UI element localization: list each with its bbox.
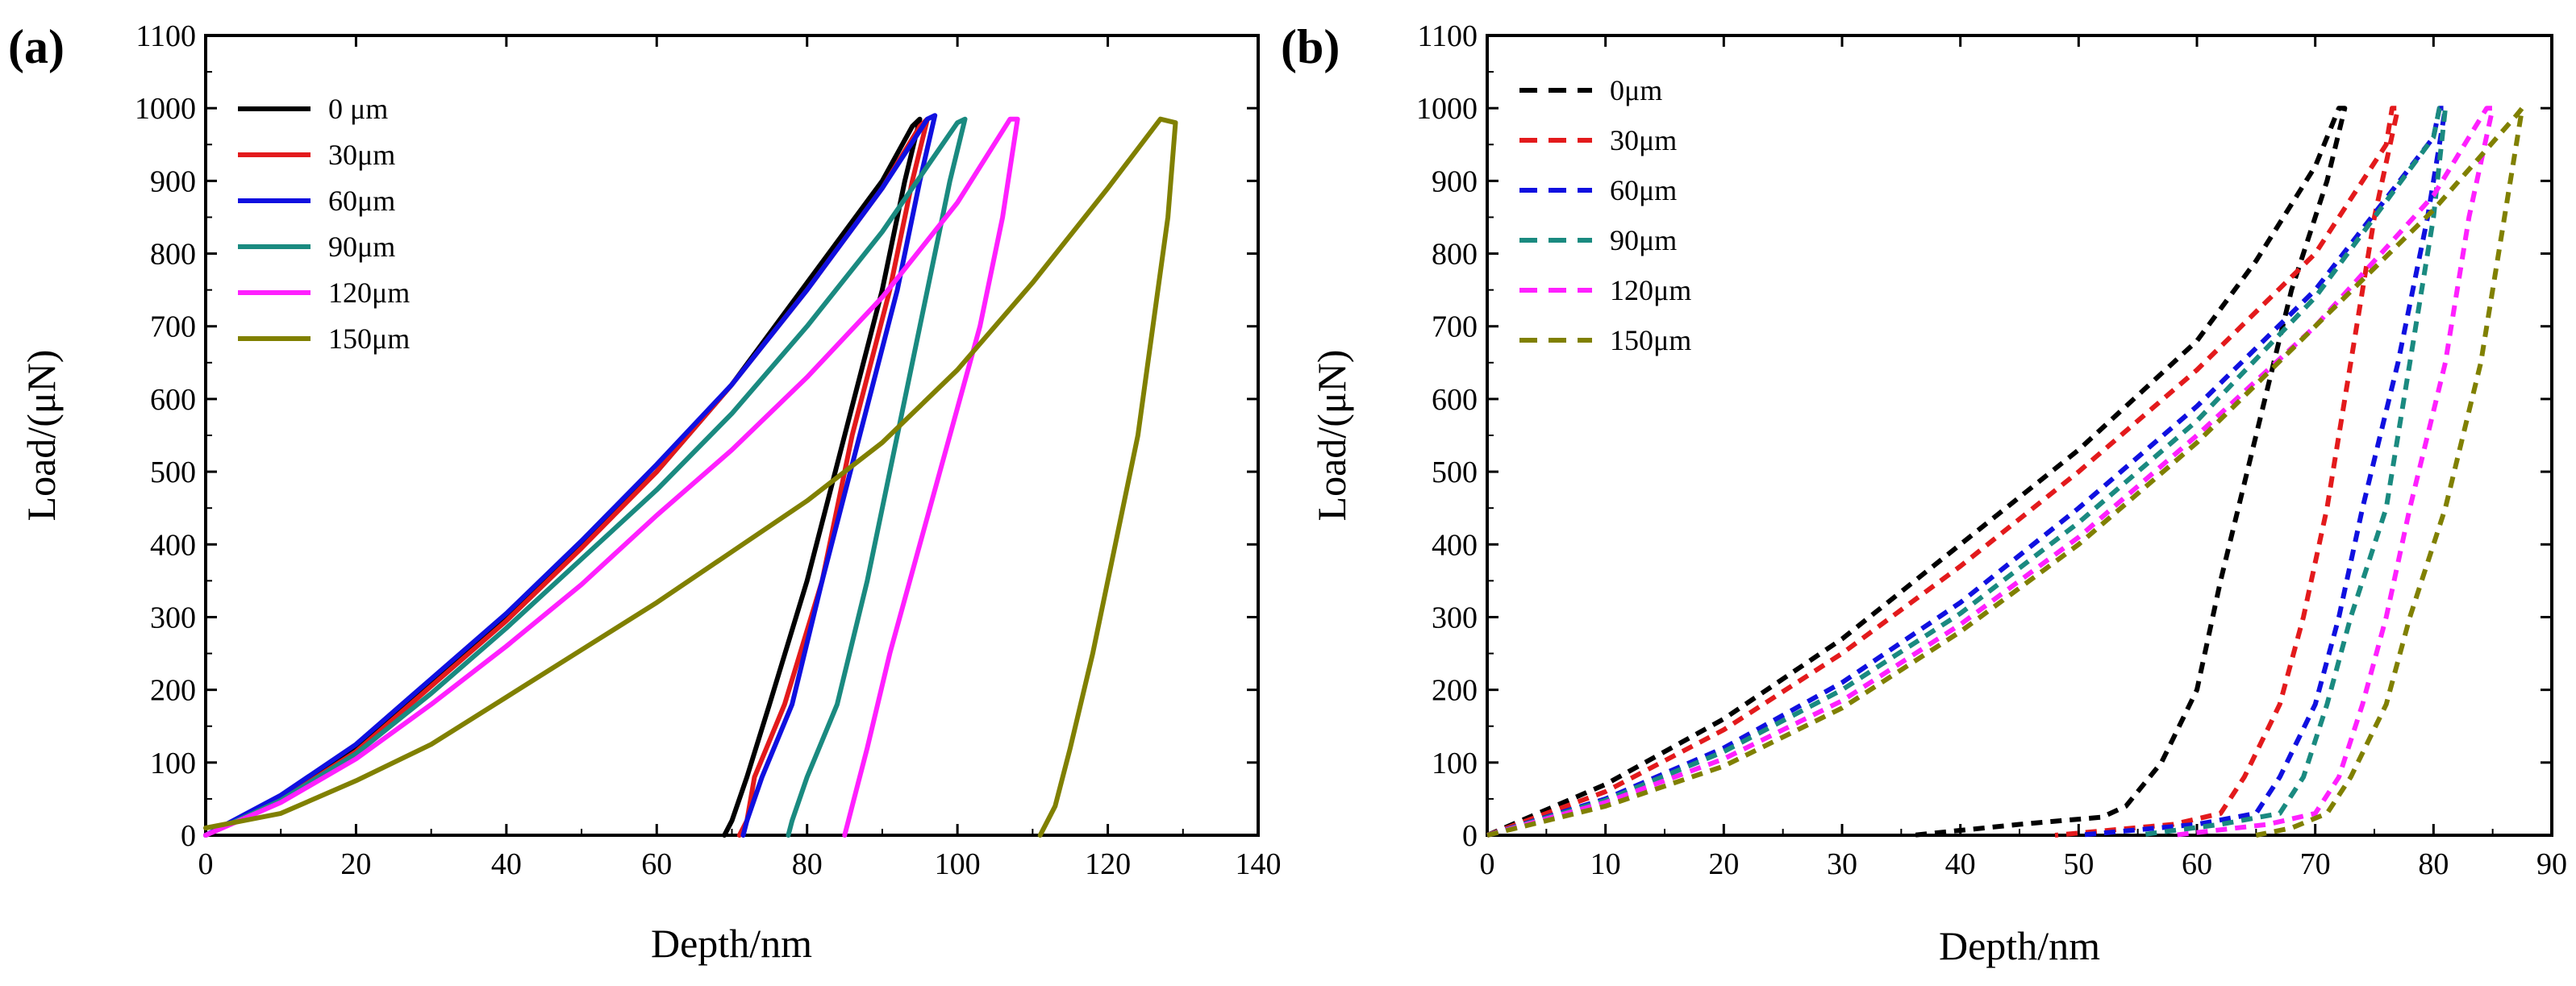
- panel-b-series: [1486, 106, 2525, 838]
- panel-b-series-90um: [1486, 106, 2448, 838]
- panel-a-x-tick-label-5: 100: [935, 847, 981, 881]
- panel-b-x-tick-label-0: 0: [1480, 847, 1495, 881]
- panel-b-legend-label-150um: 150μm: [1610, 324, 1691, 356]
- panel-a-x-axis-title: Depth/nm: [651, 921, 812, 966]
- panel-a-legend-label-90um: 90μm: [328, 231, 395, 263]
- panel-b-series-120um: [1486, 106, 2495, 838]
- panel-a-x-tick-label-4: 80: [792, 847, 823, 881]
- panel-a-series-60um: [203, 113, 938, 838]
- panel-a-x-tick-label-7: 140: [1236, 847, 1282, 881]
- panel-a: (a) 0 20 40 60 80 100 120 140 0 100 200 300 400 500 60…: [8, 19, 1282, 966]
- panel-b-y-axis-title: Load/(μN): [1309, 350, 1354, 522]
- panel-a-y-tick-label-1: 100: [150, 747, 196, 780]
- panel-a-x-tick-label-1: 20: [340, 847, 371, 881]
- panel-a-x-tick-label-3: 60: [641, 847, 672, 881]
- panel-a-legend-label-120um: 120μm: [328, 277, 410, 309]
- panel-b-legend-label-0um: 0μm: [1610, 74, 1662, 106]
- panel-a-series-150um: [203, 116, 1178, 838]
- panel-b-legend-label-120um: 120μm: [1610, 274, 1691, 306]
- panel-b-x-tick-label-5: 50: [2063, 847, 2094, 881]
- panel-a-series: [203, 113, 1178, 838]
- panel-a-x-tick-label-0: 0: [198, 847, 214, 881]
- panel-b-y-tick-label-4: 400: [1432, 528, 1478, 562]
- panel-b-x-axis-title: Depth/nm: [1939, 923, 2100, 968]
- panel-b-x-tick-label-2: 20: [1708, 847, 1739, 881]
- panel-a-y-tick-label-6: 600: [150, 383, 196, 417]
- panel-b-y-tick-label-5: 500: [1432, 456, 1478, 489]
- panel-a-legend-label-0um: 0 μm: [328, 93, 388, 125]
- panel-b: (b) 0 10 20 30 40 50 60 70 80 9001002003004005006…: [1281, 19, 2567, 968]
- panel-b-y-tick-label-8: 800: [1432, 238, 1478, 272]
- panel-a-y-tick-label-3: 300: [150, 601, 196, 634]
- panel-a-y-tick-label-8: 800: [150, 238, 196, 272]
- panel-a-x-tick-label-6: 120: [1085, 847, 1131, 881]
- panel-a-series-90um: [203, 116, 968, 838]
- panel-a-series-120um: [203, 116, 1020, 838]
- panel-b-x-tick-label-4: 40: [1945, 847, 1976, 881]
- panel-a-legend: 0 μm 30μm 60μm 90μm 120μm 150μm: [238, 93, 410, 355]
- panel-b-tag: (b): [1281, 20, 1340, 73]
- panel-a-series-0um: [203, 116, 923, 838]
- panel-a-y-axis-title: Load/(μN): [19, 350, 64, 522]
- panel-a-legend-label-30um: 30μm: [328, 139, 395, 171]
- panel-a-y-tick-label-4: 400: [150, 528, 196, 562]
- panel-b-legend-label-90um: 90μm: [1610, 224, 1677, 256]
- panel-a-x-tick-label-2: 40: [491, 847, 522, 881]
- panel-a-legend-label-150um: 150μm: [328, 322, 410, 355]
- panel-b-series-60um: [1486, 106, 2448, 838]
- panel-b-series-0um: [1486, 106, 2348, 838]
- panel-b-x-tick-label-9: 90: [2536, 847, 2567, 881]
- panel-b-x-tick-label-7: 70: [2300, 847, 2331, 881]
- panel-b-y-tick-label-11: 1100: [1417, 19, 1478, 53]
- panel-b-x-tick-label-1: 10: [1590, 847, 1621, 881]
- panel-b-ticks: 0 10 20 30 40 50 60 70 80 90010020030040050060070…: [1416, 19, 2567, 881]
- panel-b-x-tick-label-6: 60: [2182, 847, 2212, 881]
- panel-b-y-tick-label-7: 700: [1432, 310, 1478, 344]
- panel-b-y-tick-label-2: 200: [1432, 674, 1478, 708]
- panel-a-y-tick-label-5: 500: [150, 456, 196, 489]
- panel-a-y-tick-label-11: 1100: [135, 19, 196, 53]
- panel-b-y-tick-label-0: 0: [1462, 819, 1478, 853]
- panel-b-y-tick-label-9: 900: [1432, 164, 1478, 198]
- panel-a-ticks: 0 20 40 60 80 100 120 140 0 100 200 300 400 500 600 700…: [135, 19, 1282, 881]
- panel-a-series-30um: [203, 116, 930, 838]
- panel-b-x-tick-label-8: 80: [2418, 847, 2449, 881]
- panel-a-y-tick-label-7: 700: [150, 310, 196, 344]
- panel-a-y-tick-label-0: 0: [181, 819, 196, 853]
- panel-b-y-tick-label-3: 300: [1432, 601, 1478, 634]
- panel-b-y-tick-label-10: 1000: [1416, 92, 1478, 126]
- panel-b-legend-label-30um: 30μm: [1610, 124, 1677, 156]
- panel-b-y-tick-label-6: 600: [1432, 383, 1478, 417]
- panel-a-tag: (a): [8, 20, 65, 73]
- panel-a-y-tick-label-9: 900: [150, 164, 196, 198]
- panel-b-series-150um: [1486, 106, 2525, 838]
- panel-b-legend: 0μm 30μm 60μm 90μm 120μm 150μm: [1519, 74, 1691, 356]
- panel-b-legend-label-60um: 60μm: [1610, 174, 1677, 206]
- panel-b-x-tick-label-3: 30: [1827, 847, 1857, 881]
- panel-a-legend-label-60um: 60μm: [328, 185, 395, 217]
- panel-b-y-tick-label-1: 100: [1432, 747, 1478, 780]
- panel-a-y-tick-label-10: 1000: [135, 92, 196, 126]
- panel-a-y-tick-label-2: 200: [150, 674, 196, 708]
- panel-b-series-30um: [1486, 106, 2401, 838]
